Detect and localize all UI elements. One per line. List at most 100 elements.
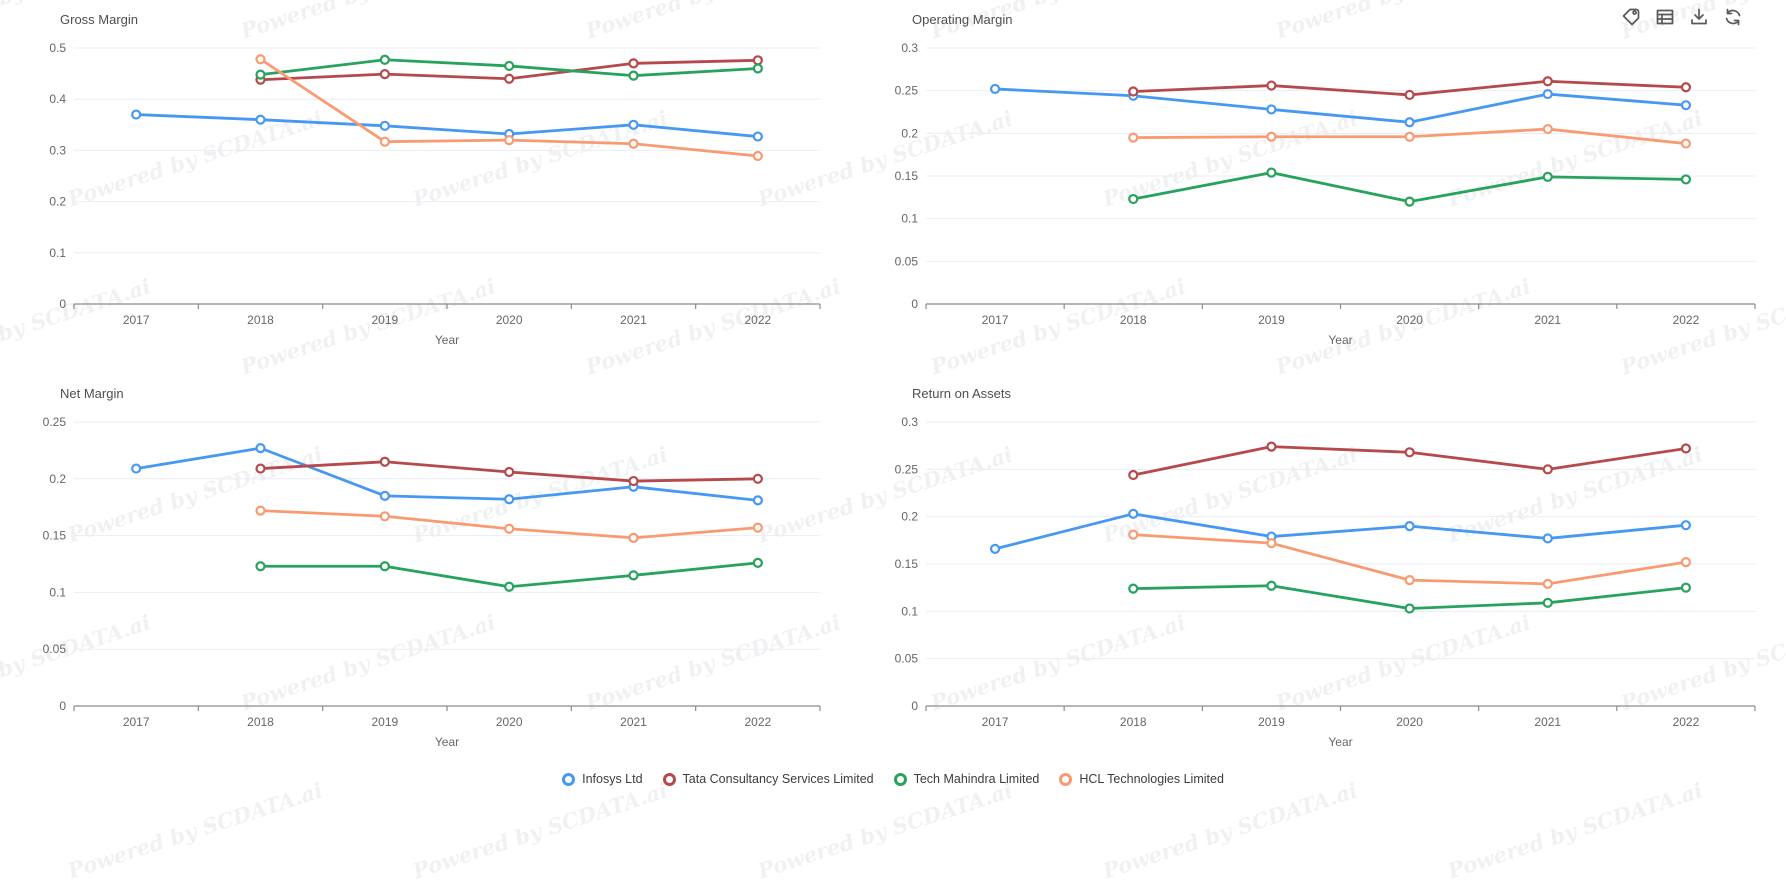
svg-text:2020: 2020 bbox=[1396, 313, 1423, 327]
legend: Infosys Ltd Tata Consultancy Services Li… bbox=[0, 772, 1786, 786]
series-infosys-ltd bbox=[989, 83, 1692, 128]
legend-item-tech-mahindra[interactable]: Tech Mahindra Limited bbox=[893, 772, 1039, 786]
return-on-assets-chart: Return on Assets 0 0.05 0.1 0.15 0.2 0.25 0.3 2… bbox=[890, 380, 1765, 758]
operating-margin-chart: Operating Margin 0 0.05 0.1 0.15 0.2 0.25 0.3 2… bbox=[890, 6, 1765, 356]
svg-text:Year: Year bbox=[435, 333, 459, 347]
svg-text:0.3: 0.3 bbox=[901, 41, 918, 55]
net-margin-plot: 0 0.05 0.1 0.15 0.2 0.25 2017 2018 2019 2020 2021 2… bbox=[43, 415, 821, 749]
gross-margin-plot: 0 0.1 0.2 0.3 0.4 0.5 2017 2018 2019 2020 2021 2022… bbox=[49, 41, 821, 347]
series-tata-consultancy-services-limited bbox=[1128, 76, 1692, 101]
svg-text:0: 0 bbox=[911, 699, 918, 713]
watermark-text: Powered by SCDATA.ai bbox=[409, 777, 671, 884]
watermark-text: Powered by SCDATA.ai bbox=[754, 777, 1016, 884]
svg-text:2019: 2019 bbox=[1258, 715, 1285, 729]
legend-item-hcl[interactable]: HCL Technologies Limited bbox=[1059, 772, 1224, 786]
svg-text:2021: 2021 bbox=[620, 313, 647, 327]
svg-text:0.25: 0.25 bbox=[895, 84, 919, 98]
series-tech-mahindra-limited bbox=[255, 54, 763, 81]
series-tech-mahindra-limited bbox=[255, 557, 763, 592]
svg-text:2019: 2019 bbox=[371, 313, 398, 327]
svg-text:2018: 2018 bbox=[1120, 715, 1147, 729]
svg-text:0.3: 0.3 bbox=[49, 143, 66, 157]
legend-item-tcs[interactable]: Tata Consultancy Services Limited bbox=[662, 772, 874, 786]
svg-text:0.2: 0.2 bbox=[901, 126, 918, 140]
svg-text:2017: 2017 bbox=[982, 313, 1009, 327]
svg-text:2022: 2022 bbox=[1673, 313, 1700, 327]
svg-text:0.05: 0.05 bbox=[43, 642, 67, 656]
svg-text:0.25: 0.25 bbox=[43, 415, 67, 429]
legend-item-label: Infosys Ltd bbox=[582, 772, 643, 786]
svg-text:0: 0 bbox=[59, 297, 66, 311]
svg-text:2022: 2022 bbox=[744, 313, 771, 327]
watermark-text: Powered by SCDATA.ai bbox=[1444, 777, 1706, 884]
tag-icon[interactable] bbox=[1620, 6, 1642, 28]
series-hcl-technologies-limited bbox=[255, 54, 763, 162]
svg-text:0.2: 0.2 bbox=[49, 472, 66, 486]
svg-text:0.2: 0.2 bbox=[49, 195, 66, 209]
watermark-text: Powered by SCDATA.ai bbox=[1099, 777, 1361, 884]
chart-toolbar bbox=[1620, 6, 1744, 28]
svg-text:0.05: 0.05 bbox=[895, 652, 919, 666]
svg-text:2018: 2018 bbox=[247, 313, 274, 327]
svg-text:2021: 2021 bbox=[620, 715, 647, 729]
svg-text:0.15: 0.15 bbox=[895, 169, 919, 183]
operating-margin-plot: 0 0.05 0.1 0.15 0.2 0.25 0.3 2017 2018 2019 2020 20… bbox=[895, 41, 1756, 347]
svg-text:0.1: 0.1 bbox=[901, 212, 918, 226]
series-hcl-technologies-limited bbox=[1128, 529, 1692, 589]
svg-text:0: 0 bbox=[911, 297, 918, 311]
watermark-text: Powered by SCDATA.ai bbox=[64, 777, 326, 884]
svg-text:2020: 2020 bbox=[1396, 715, 1423, 729]
series-hcl-technologies-limited bbox=[255, 505, 763, 543]
svg-text:0.4: 0.4 bbox=[49, 92, 66, 106]
svg-text:2017: 2017 bbox=[123, 313, 150, 327]
svg-text:2019: 2019 bbox=[1258, 313, 1285, 327]
series-infosys-ltd bbox=[131, 443, 763, 506]
chart-title: Return on Assets bbox=[912, 386, 1011, 401]
legend-item-label: Tata Consultancy Services Limited bbox=[682, 772, 874, 786]
svg-text:Year: Year bbox=[435, 735, 459, 749]
svg-text:0.2: 0.2 bbox=[901, 510, 918, 524]
svg-text:2021: 2021 bbox=[1534, 313, 1561, 327]
svg-text:2022: 2022 bbox=[744, 715, 771, 729]
svg-text:0.1: 0.1 bbox=[49, 246, 66, 260]
net-margin-chart: Net Margin 0 0.05 0.1 0.15 0.2 0.25 2017 2018 20… bbox=[38, 380, 830, 758]
svg-text:0.15: 0.15 bbox=[895, 557, 919, 571]
legend-item-label: HCL Technologies Limited bbox=[1079, 772, 1224, 786]
table-icon[interactable] bbox=[1654, 6, 1676, 28]
series-tata-consultancy-services-limited bbox=[1128, 441, 1692, 481]
series-tech-mahindra-limited bbox=[1128, 167, 1692, 207]
svg-text:0.15: 0.15 bbox=[43, 529, 67, 543]
svg-text:2017: 2017 bbox=[982, 715, 1009, 729]
svg-text:2020: 2020 bbox=[496, 715, 523, 729]
svg-text:2021: 2021 bbox=[1534, 715, 1561, 729]
series-marker-icon bbox=[662, 772, 676, 786]
svg-text:Year: Year bbox=[1328, 333, 1352, 347]
download-icon[interactable] bbox=[1688, 6, 1710, 28]
chart-title: Gross Margin bbox=[60, 12, 139, 27]
series-marker-icon bbox=[1059, 772, 1073, 786]
svg-text:2018: 2018 bbox=[1120, 313, 1147, 327]
svg-text:2022: 2022 bbox=[1673, 715, 1700, 729]
series-marker-icon bbox=[562, 772, 576, 786]
series-marker-icon bbox=[893, 772, 907, 786]
svg-text:0.1: 0.1 bbox=[901, 604, 918, 618]
svg-text:2017: 2017 bbox=[123, 715, 150, 729]
svg-text:Year: Year bbox=[1328, 735, 1352, 749]
legend-item-infosys[interactable]: Infosys Ltd bbox=[562, 772, 643, 786]
refresh-icon[interactable] bbox=[1722, 6, 1744, 28]
series-tata-consultancy-services-limited bbox=[255, 456, 763, 487]
svg-text:2019: 2019 bbox=[371, 715, 398, 729]
series-infosys-ltd bbox=[131, 109, 763, 142]
chart-title: Net Margin bbox=[60, 386, 124, 401]
series-hcl-technologies-limited bbox=[1128, 123, 1692, 149]
return-on-assets-plot: 0 0.05 0.1 0.15 0.2 0.25 0.3 2017 2018 2019 2020 20… bbox=[895, 415, 1756, 749]
svg-text:0.05: 0.05 bbox=[895, 254, 919, 268]
chart-title: Operating Margin bbox=[912, 12, 1013, 27]
svg-text:2018: 2018 bbox=[247, 715, 274, 729]
series-tech-mahindra-limited bbox=[1128, 580, 1692, 614]
svg-text:0: 0 bbox=[59, 699, 66, 713]
svg-text:2020: 2020 bbox=[496, 313, 523, 327]
svg-text:0.25: 0.25 bbox=[895, 462, 919, 476]
svg-text:0.1: 0.1 bbox=[49, 585, 66, 599]
gross-margin-chart: Gross Margin 0 0.1 0.2 0.3 0.4 0.5 2017 2018 201… bbox=[38, 6, 830, 356]
